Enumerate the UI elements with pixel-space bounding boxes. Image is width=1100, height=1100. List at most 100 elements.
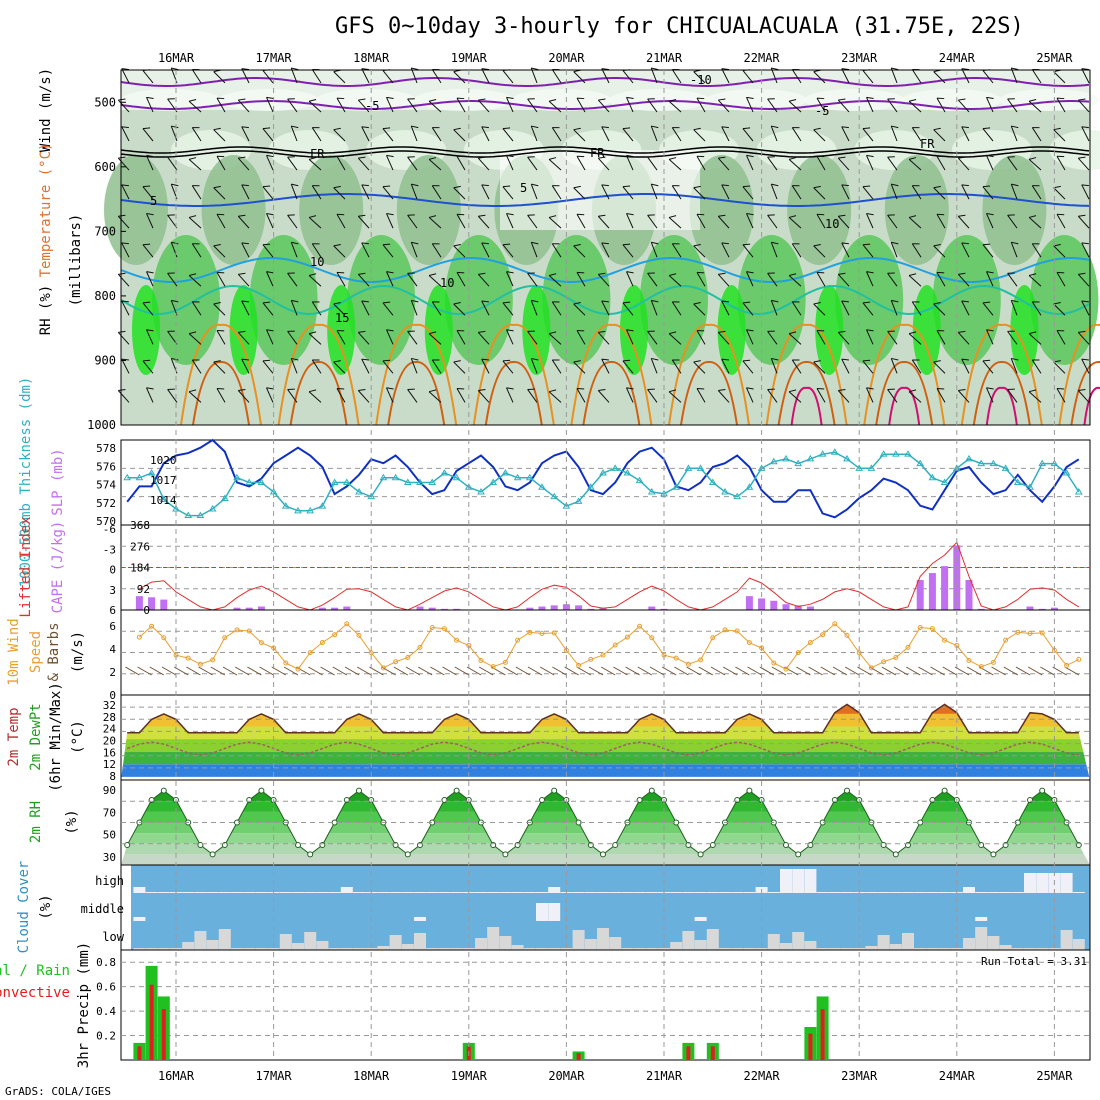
wind-barb — [862, 127, 874, 142]
barb-flag — [622, 243, 631, 246]
barb-shaft — [597, 390, 610, 403]
barb-flag — [478, 214, 486, 217]
wind-barb — [788, 215, 802, 229]
wind-barb — [382, 301, 394, 316]
wind-barb — [117, 330, 130, 345]
barb-shaft — [266, 271, 274, 287]
barb-flag — [598, 388, 606, 392]
wind-barb — [237, 214, 250, 229]
wind-barb — [813, 185, 826, 200]
precip-tick-label: 0.4 — [96, 1005, 116, 1018]
barb-flag — [668, 215, 677, 218]
barb-shaft — [481, 126, 490, 142]
wind-barb — [477, 98, 490, 113]
wind-barb — [262, 185, 274, 200]
barb-flag — [262, 359, 271, 362]
wind-barb — [266, 387, 274, 403]
wind-barb — [1007, 156, 1018, 171]
wind-barb — [527, 272, 538, 287]
cape-bar — [245, 607, 253, 610]
barb-flag — [742, 185, 751, 188]
wind-barb — [746, 387, 754, 403]
surface-barb — [1040, 666, 1055, 676]
barb-shaft — [361, 184, 370, 200]
thickness-point — [513, 473, 522, 481]
surface-barb — [417, 666, 433, 676]
barb-shaft — [1007, 389, 1018, 403]
barb-shaft — [336, 155, 346, 171]
cloud-mid-bar — [548, 903, 561, 921]
barb-shaft — [481, 358, 490, 374]
cloud-low-bar — [340, 948, 353, 950]
wind-barb — [788, 98, 802, 113]
wind-barb — [142, 301, 154, 316]
wind-barb — [290, 357, 299, 374]
barb-shaft — [671, 359, 682, 374]
barb-flag — [213, 185, 221, 189]
barb-shaft — [361, 300, 370, 316]
barb-flag — [266, 154, 274, 158]
wind-barb — [671, 127, 682, 142]
barb-flag — [386, 213, 394, 216]
barb-shaft — [262, 186, 274, 200]
barb-shaft — [1056, 330, 1066, 345]
barb-shaft — [693, 71, 706, 84]
bottom-date-label: 17MAR — [256, 1069, 293, 1083]
wind-barb — [290, 125, 299, 142]
barb-flag — [936, 388, 945, 390]
barb-flag — [788, 273, 797, 277]
wind-barb — [573, 127, 586, 142]
label-total-rain: Total / Rain — [0, 963, 70, 979]
barb-shaft — [1053, 129, 1066, 142]
wind-barb — [361, 358, 370, 374]
cloud-low-bar — [487, 927, 500, 950]
wind-speed-point — [161, 635, 167, 641]
barb-flag — [192, 301, 200, 303]
contour-5 — [120, 193, 1090, 207]
barb-shaft — [961, 300, 970, 316]
barb-flag — [216, 271, 225, 274]
wind-barb — [668, 157, 682, 171]
surface-barb — [771, 666, 787, 676]
wind-barb — [1081, 126, 1090, 142]
thickness-point — [599, 469, 607, 476]
wind-barb — [456, 155, 466, 171]
barb-flag — [386, 154, 394, 158]
wind-barb — [1007, 98, 1018, 113]
thickness-point — [330, 478, 339, 485]
wind-barb — [1077, 388, 1090, 403]
barb-flag — [121, 184, 129, 187]
top-date-label: 24MAR — [939, 51, 976, 65]
y-tick-label: -3 — [103, 543, 116, 556]
cloud-high-bar — [902, 892, 914, 893]
wind-barb — [241, 300, 250, 316]
barb-shaft — [862, 186, 874, 200]
barb-shaft — [431, 69, 442, 84]
wind-barb — [573, 302, 586, 316]
cloud-high-bar — [609, 892, 622, 893]
wind-speed-point — [295, 666, 301, 672]
y-tick-label: 32 — [103, 699, 116, 712]
contour-30 — [985, 386, 1018, 426]
surface-barb — [259, 666, 274, 676]
surface-barb — [1052, 666, 1067, 676]
barb-shaft — [767, 214, 778, 229]
barb-flag — [696, 97, 705, 100]
barb-shaft — [117, 274, 130, 287]
cloud-low-bar — [1011, 948, 1024, 950]
wind-barb — [1031, 301, 1042, 316]
cloud-high-bar — [645, 892, 658, 893]
barb-flag — [1007, 214, 1015, 216]
wind-barb — [191, 359, 202, 374]
barb-shaft — [668, 217, 682, 229]
barb-shaft — [696, 155, 706, 171]
barb-flag — [358, 388, 366, 392]
cloud-low-bar — [438, 948, 451, 950]
wind-barb — [693, 185, 706, 200]
barb-shaft — [237, 99, 250, 113]
barb-shaft — [936, 214, 946, 229]
cloud-high-bar — [889, 892, 902, 893]
barb-flag — [601, 358, 609, 361]
cloud-low-bar — [426, 948, 439, 950]
barb-flag — [742, 301, 751, 304]
